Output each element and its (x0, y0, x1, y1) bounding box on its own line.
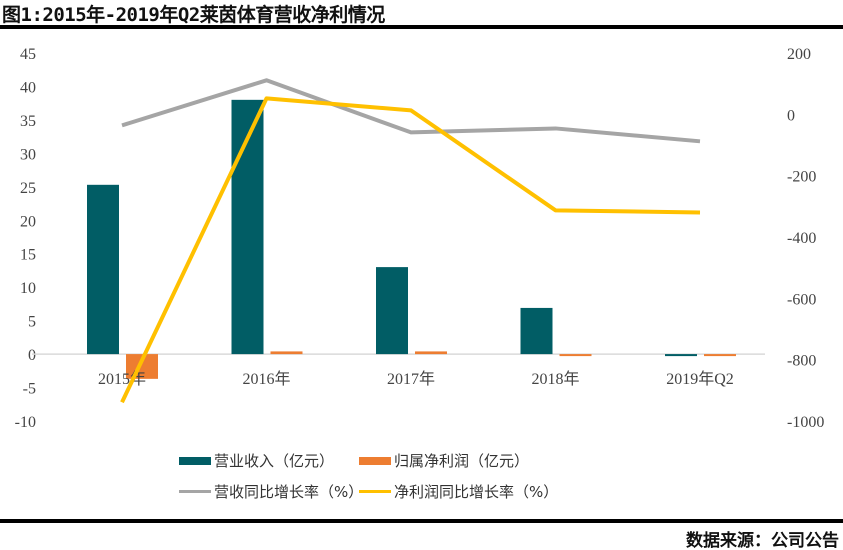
legend-swatch-profit-growth (359, 490, 391, 493)
right-tick-label: -600 (787, 291, 816, 308)
legend-label-revenue: 营业收入（亿元） (214, 452, 335, 470)
legend-label-revenue-growth: 营收同比增长率（%） (214, 483, 364, 501)
right-tick-label: 200 (787, 46, 811, 63)
title-rule (0, 25, 843, 29)
right-tick-label: -200 (787, 169, 816, 186)
revenue-bar (87, 184, 119, 355)
legend-item-profit: 归属净利润（亿元） (359, 450, 529, 471)
net-profit-bar (270, 351, 303, 355)
legend-swatch-revenue-growth (179, 490, 211, 493)
source-note: 数据来源：公司公告 (686, 531, 839, 550)
net-profit-bar (559, 354, 592, 357)
net-profit-bar (415, 351, 447, 355)
left-tick-label: 40 (20, 79, 36, 96)
legend-label-profit: 归属净利润（亿元） (394, 452, 530, 470)
legend-label-profit-growth: 净利润同比增长率（%） (394, 483, 559, 501)
left-tick-label: 5 (28, 314, 36, 331)
left-tick-label: -5 (23, 381, 36, 398)
left-tick-label: 20 (20, 213, 36, 230)
right-tick-label: -800 (787, 353, 816, 370)
right-tick-label: -400 (787, 230, 816, 247)
legend-swatch-profit (359, 456, 391, 465)
right-tick-label: -1000 (787, 414, 824, 431)
legend-swatch-revenue (179, 456, 211, 465)
plot-area: 45 40 35 30 25 20 15 10 5 0 -5 -10 200 0 -200 -400 -600 -… (15, 46, 825, 431)
legend-item-revenue: 营业收入（亿元） (179, 450, 334, 471)
net-profit-bar (704, 354, 736, 357)
left-tick-label: 35 (20, 113, 36, 130)
left-tick-label: 25 (20, 180, 36, 197)
legend-item-profit-growth: 净利润同比增长率（%） (359, 481, 558, 502)
right-tick-label: 0 (787, 107, 795, 124)
category-label: 2015年 (98, 370, 146, 388)
category-label: 2019年Q2 (666, 370, 734, 388)
left-tick-label: 45 (20, 46, 36, 63)
source-rule (0, 519, 843, 523)
left-tick-label: -10 (15, 414, 36, 431)
left-tick-label: 0 (28, 347, 36, 364)
category-label: 2017年 (387, 370, 435, 388)
left-tick-label: 30 (20, 146, 36, 163)
category-label: 2018年 (531, 370, 579, 388)
left-tick-label: 10 (20, 280, 36, 297)
revenue-bar (376, 267, 408, 355)
left-tick-label: 15 (20, 247, 36, 264)
profit-growth-line (120, 96, 701, 404)
chart-title: 图1:2015年-2019年Q2莱茵体育营收净利情况 (2, 4, 385, 26)
legend-item-revenue-growth: 营收同比增长率（%） (179, 481, 363, 502)
revenue-bar (665, 354, 697, 357)
category-label: 2016年 (242, 370, 290, 388)
revenue-bar (520, 307, 553, 355)
